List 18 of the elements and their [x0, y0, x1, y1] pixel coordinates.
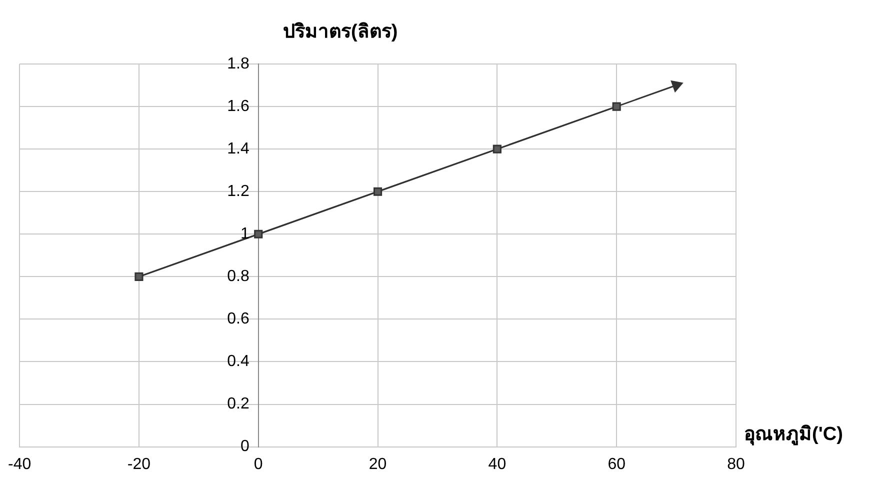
y-tick-label: 1.8	[227, 55, 250, 72]
x-tick-label: 40	[488, 456, 506, 473]
y-tick-label: 0.8	[227, 268, 250, 286]
x-axis-title: อุณหภูมิ('C)	[744, 424, 843, 446]
x-tick-label: 80	[727, 456, 745, 473]
x-tick-label: 0	[254, 456, 263, 473]
y-tick-label: 1.4	[227, 140, 250, 158]
y-tick-label: 0.2	[227, 396, 250, 413]
y-axis-title: ปริมาตร(ลิตร)	[283, 22, 398, 43]
x-tick-label: 60	[608, 456, 626, 473]
y-tick-label: 1.2	[227, 183, 250, 200]
x-tick-label: 20	[368, 456, 387, 473]
y-tick-label: 1.6	[227, 98, 250, 115]
y-tick-label: 0.6	[227, 310, 250, 328]
x-tick-label: -40	[8, 456, 32, 473]
x-tick-label: -20	[127, 456, 151, 473]
y-tick-label: 0	[240, 438, 250, 456]
y-tick-label: 0.4	[227, 353, 250, 370]
